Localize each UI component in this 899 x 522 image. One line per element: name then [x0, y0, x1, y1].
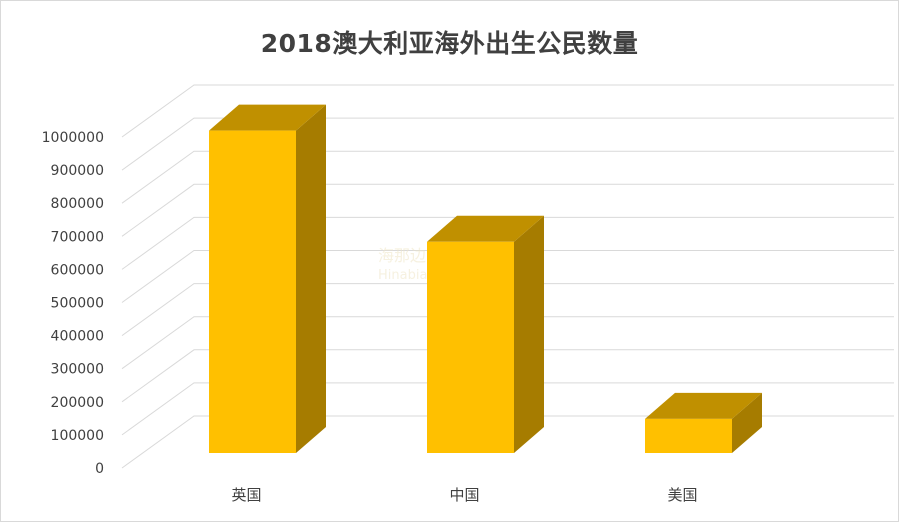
bar-top [645, 392, 762, 419]
gridline [121, 117, 894, 171]
y-tick-label: 800000 [51, 196, 104, 212]
bar-front [645, 418, 732, 453]
chart-title: 2018澳大利亚海外出生公民数量 [260, 29, 639, 58]
x-category-label: 英国 [231, 486, 261, 504]
y-tick-label: 1000000 [42, 130, 104, 146]
bar-front [209, 130, 296, 453]
y-tick-label: 900000 [51, 163, 104, 179]
y-axis-ticks: 0 100000 200000 300000 400000 500000 600000 700… [42, 130, 104, 477]
watermark-text-en: Hinabian [378, 268, 436, 283]
gridline [121, 382, 894, 436]
bar [645, 392, 762, 453]
y-tick-label: 400000 [51, 329, 104, 345]
x-category-label: 中国 [449, 486, 479, 504]
y-tick-label: 300000 [51, 362, 104, 378]
y-tick-label: 200000 [51, 395, 104, 411]
bar-top [209, 104, 326, 131]
y-tick-label: 700000 [51, 229, 104, 245]
gridline [121, 349, 894, 403]
y-tick-label: 100000 [51, 428, 104, 444]
gridline [121, 216, 894, 270]
y-tick-label: 600000 [51, 262, 104, 278]
gridline [121, 316, 894, 370]
y-tick-label: 0 [95, 461, 104, 477]
watermark-text-cn: 海那边 [378, 246, 426, 265]
bar-front [427, 241, 514, 453]
bar [209, 104, 326, 453]
gridlines [121, 84, 894, 469]
x-category-label: 美国 [667, 486, 697, 504]
gridline [121, 283, 894, 337]
y-tick-label: 500000 [51, 296, 104, 312]
gridline [121, 150, 894, 204]
bar-side [296, 104, 326, 453]
bar-top [427, 215, 544, 242]
x-axis-categories: 英国 中国 美国 [231, 486, 697, 504]
gridline [121, 250, 894, 303]
bar [427, 215, 544, 453]
bar-side [514, 215, 544, 453]
gridline [121, 84, 894, 138]
gridline [121, 183, 894, 237]
bar-side [732, 392, 762, 453]
bars [209, 104, 762, 453]
